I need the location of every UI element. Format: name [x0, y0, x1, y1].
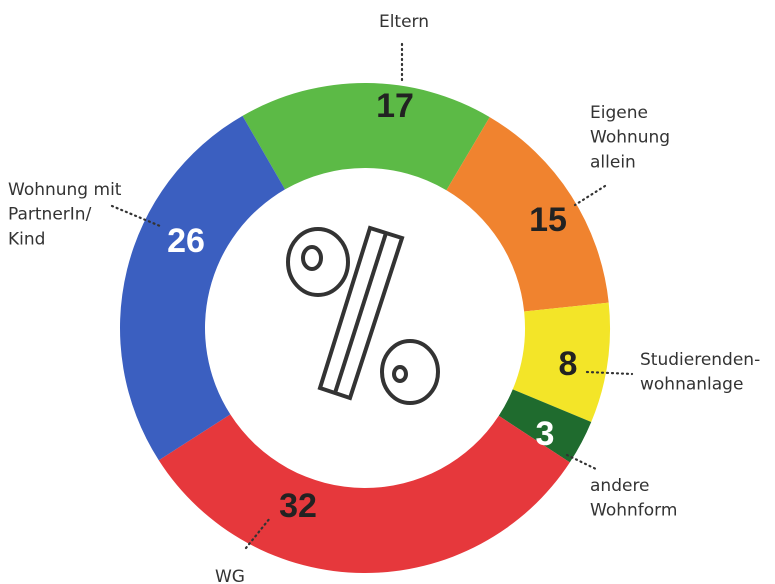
- value-label: 26: [167, 222, 205, 260]
- category-label: Eltern: [379, 12, 429, 32]
- category-label: WG: [215, 567, 245, 584]
- value-label: 8: [559, 345, 578, 383]
- value-label: 17: [376, 87, 414, 125]
- value-label: 32: [279, 487, 317, 525]
- value-label: 15: [529, 201, 567, 239]
- value-label: 3: [536, 415, 555, 453]
- chart: 1715833226ElternEigeneWohnungalleinStudi…: [0, 0, 775, 584]
